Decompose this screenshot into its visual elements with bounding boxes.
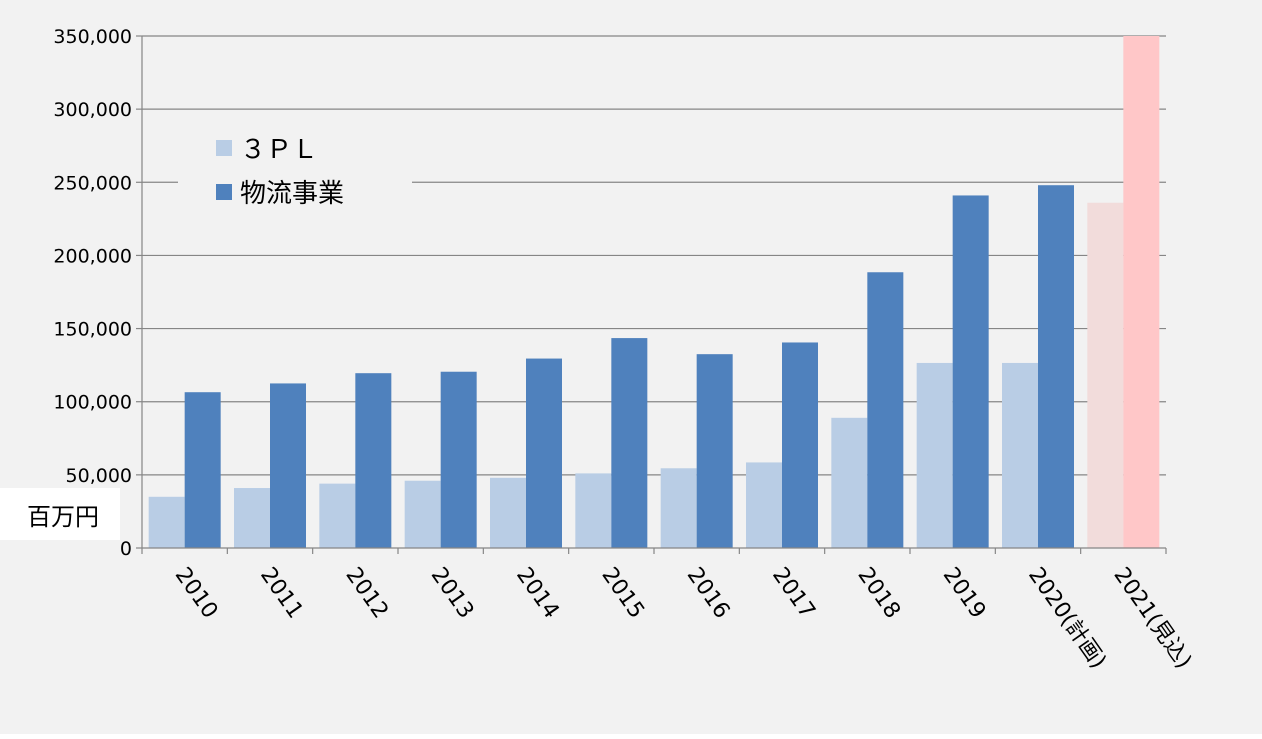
bar-3pl-2021 <box>1087 202 1124 548</box>
unit-label-box: 百万円 <box>0 488 120 540</box>
gridlines <box>142 35 1166 476</box>
bar-logistics-2014 <box>526 358 562 548</box>
bar-3pl-2017 <box>746 462 782 548</box>
bar-3pl-2013 <box>404 480 441 548</box>
legend-label-3pl: ３ＰＬ <box>240 135 318 165</box>
legend-label-logistics: 物流事業 <box>240 179 344 209</box>
bar-3pl-2010 <box>148 496 185 548</box>
bar-3pl-2019 <box>916 362 953 548</box>
unit-label-background <box>0 488 120 540</box>
unit-label: 百万円 <box>27 503 99 531</box>
bar-logistics-2021 <box>1123 36 1160 548</box>
bar-3pl-2011 <box>234 488 270 548</box>
y-tick-label: 350,000 <box>53 26 132 48</box>
axes <box>136 35 1167 554</box>
bar-logistics-2010 <box>184 392 221 548</box>
bar-logistics-2017 <box>782 342 818 548</box>
bars <box>148 36 1160 549</box>
bar-logistics-2016 <box>696 354 733 548</box>
bar-3pl-2012 <box>319 483 356 548</box>
bar-3pl-2020 <box>1002 362 1038 548</box>
bar-3pl-2016 <box>660 468 697 548</box>
legend: ３ＰＬ 物流事業 <box>178 128 412 220</box>
y-tick-label: 50,000 <box>66 465 132 487</box>
bar-logistics-2018 <box>867 272 904 548</box>
bar-3pl-2015 <box>575 473 612 548</box>
bar-logistics-2012 <box>355 373 392 548</box>
bar-logistics-2020 <box>1038 185 1074 548</box>
bar-3pl-2014 <box>490 477 526 548</box>
bar-logistics-2011 <box>270 383 306 548</box>
bar-logistics-2015 <box>611 338 648 548</box>
bar-3pl-2018 <box>831 417 868 548</box>
y-tick-label: 300,000 <box>53 99 132 121</box>
y-tick-label: 200,000 <box>53 245 132 267</box>
y-tick-labels: 0 50,000 100,000 150,000 200,000 250,000 300,0… <box>53 26 132 560</box>
y-tick-label: 150,000 <box>53 319 132 341</box>
bar-logistics-2019 <box>952 195 989 549</box>
bar-logistics-2013 <box>440 371 477 548</box>
y-tick-label: 0 <box>120 538 132 560</box>
y-tick-label: 100,000 <box>53 392 132 414</box>
legend-swatch-3pl <box>216 140 232 156</box>
y-tick-label: 250,000 <box>53 172 132 194</box>
legend-swatch-logistics <box>216 184 232 200</box>
